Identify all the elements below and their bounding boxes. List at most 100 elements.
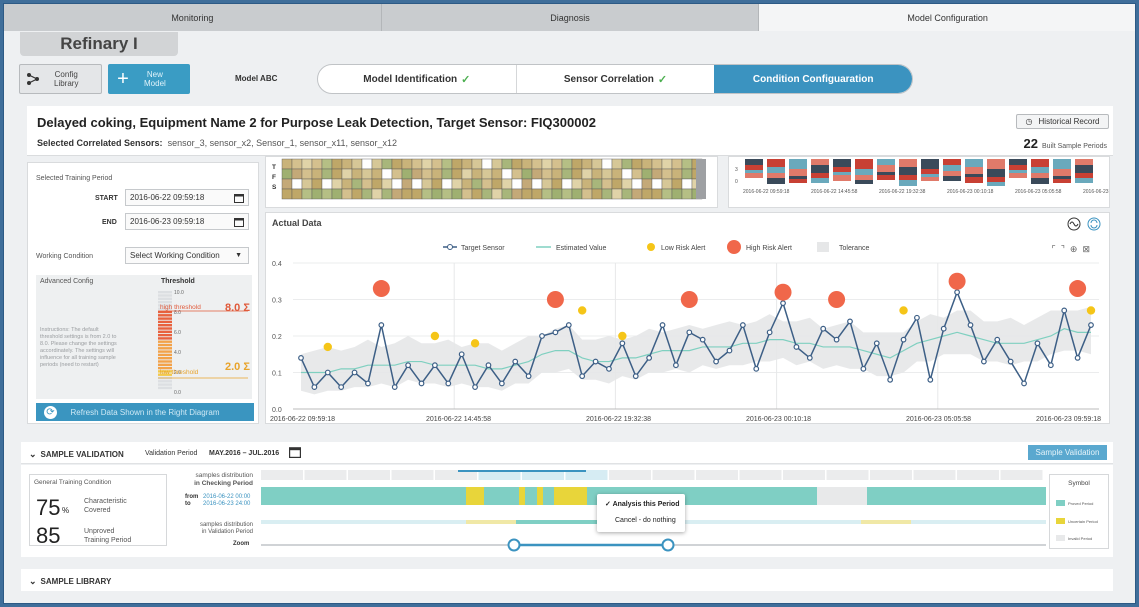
heatmap-cell [631,178,643,190]
high-risk-alert [774,283,792,301]
heatmap-cell [311,158,323,170]
heatmap-cell [351,168,363,180]
threshold-slider[interactable]: 10.0 8.0 6.0 4.0 2.0 0.0 [122,287,250,395]
historical-record-button[interactable]: ◷ Historical Record [1016,114,1109,129]
cancel-option[interactable]: Cancel - do nothing [615,517,676,524]
y-tick-label: 0.2 [272,334,282,341]
stacked-bar-segment [745,173,763,178]
step-condition-configuration[interactable]: Condition Configuaration [714,65,912,93]
heatmap-cell [361,168,373,180]
heatmap-cell [451,168,463,180]
stack-tick-label: 0 [735,179,738,185]
calendar-icon[interactable] [289,446,301,458]
stacked-bar-segment [1009,170,1027,173]
stack-x-label: 2016-06-23 [1083,189,1109,195]
checking-label-1: samples distribution [195,472,253,479]
high-risk-alert [828,291,846,308]
refresh-button[interactable]: ⟳ Refresh Data Shown in the Right Diagra… [36,403,254,421]
heatmap-cell [531,168,543,180]
new-model-button[interactable]: + New Model [108,64,190,94]
target-sensor-point [324,369,331,376]
threshold-bar-segment [158,343,172,347]
calendar-icon[interactable] [234,217,244,227]
config-panel: Selected Training Period START 2016-06-2… [27,162,259,424]
heatmap-cell [641,158,653,170]
start-date-input[interactable]: 2016-06-22 09:59:18 [125,189,249,206]
config-library-button[interactable]: Config Library [19,64,102,94]
stacked-bar-segment [899,167,917,175]
low-threshold-value[interactable]: 2.0 Σ [225,361,250,373]
sample-validation-button[interactable]: Sample Validation [1028,445,1107,460]
heatmap-cell [311,168,323,180]
x-tick-label: 2016-06-23 05:05:58 [906,416,971,423]
legend-label: Target Sensor [461,245,505,252]
chart-toolbar-icons[interactable]: ⌜⌝⊕⊠ [1051,244,1095,254]
heatmap-cell [371,178,383,190]
model-header: Delayed coking, Equipment Name 2 for Pur… [27,106,1113,156]
covered-value: 75 [36,495,61,520]
heatmap-cell [331,178,343,190]
target-sensor-point [726,347,733,354]
sample-validation-header[interactable]: ⌄ SAMPLE VALIDATION Validation Period MAY… [21,442,1113,464]
working-condition-select[interactable]: Select Working Condition ▼ [125,247,249,264]
wave-icon[interactable] [1067,217,1081,231]
sensors-label: Selected Correlated Sensors: [37,138,163,148]
stacked-bar-chart: 3 0 2016-06-22 09:59:18 2016-06-22 14:45:58… [735,159,1109,195]
step-label: Sensor Correlation [563,73,654,85]
timeline-top-cell [565,470,608,480]
general-training-condition: General Training Condition 75 % Characte… [29,474,167,548]
heatmap-cell [371,158,383,170]
end-date-input[interactable]: 2016-06-23 09:59:18 [125,213,249,230]
low-value: 2.0 [225,361,241,373]
timeline-top-cell [870,470,912,480]
stacked-bar-segment [1031,173,1049,178]
heatmap-cell [521,168,533,180]
sample-library-header[interactable]: ⌄ SAMPLE LIBRARY [21,569,1113,591]
zoom-handle-right [661,538,675,552]
heatmap-cell [381,158,393,170]
stacked-bar-segment [987,177,1005,182]
heatmap-cell [321,178,333,190]
threshold-bar-segment [158,333,172,337]
stacked-bar-segment [965,174,983,177]
sample-validation-title: SAMPLE VALIDATION [40,450,124,459]
target-sensor-point [565,322,572,328]
heatmap-cell [641,188,653,200]
threshold-bar-segment [158,353,172,357]
timeline-top-cell [435,470,477,480]
high-threshold-value[interactable]: 8.0 Σ [225,302,250,314]
target-sensor-point [914,314,920,321]
timeline-top-cell [826,470,869,480]
validation-period-value: MAY.2016 – JUL.2016 [209,450,280,457]
zoom-label: Zoom [233,541,250,547]
target-sensor-point [873,340,880,347]
step-sensor-correlation[interactable]: Sensor Correlation ✓ [515,65,715,93]
target-sensor-point [338,384,345,391]
new-label-line1: New [146,70,163,79]
step-progress: Model Identification ✓ Sensor Correlation… [317,64,913,94]
tab-monitoring[interactable]: Monitoring [4,4,382,31]
threshold-bar-segment [158,380,172,383]
tab-model-configuration[interactable]: Model Configuration [759,4,1135,31]
step-model-identification[interactable]: Model Identification ✓ [318,65,516,93]
heatmap-cell [471,178,483,190]
threshold-scale-label: 2.0 [174,370,181,376]
heatmap-cell [381,188,393,200]
sync-icon[interactable] [1087,217,1101,231]
heatmap-cell [391,188,403,200]
y-tick-label: 0.3 [272,298,282,305]
analysis-period-option[interactable]: ✓ Analysis this Period [605,500,679,508]
plus-icon: + [117,68,129,90]
sample-validation-body: General Training Condition 75 % Characte… [21,465,1113,557]
symbol-legend: Symbol Proved Period Uncertain Period In… [1049,474,1109,549]
heatmap-cell [291,188,303,200]
heatmap-cell [601,178,613,190]
tab-diagnosis[interactable]: Diagnosis [381,4,760,31]
heatmap-cell [361,178,373,190]
calendar-icon[interactable] [234,193,244,203]
to-label: to [185,501,191,507]
stacked-bar-segment [767,173,785,178]
target-sensor-point [833,336,840,343]
share-icon [27,73,39,85]
heatmap-cell [481,158,493,170]
